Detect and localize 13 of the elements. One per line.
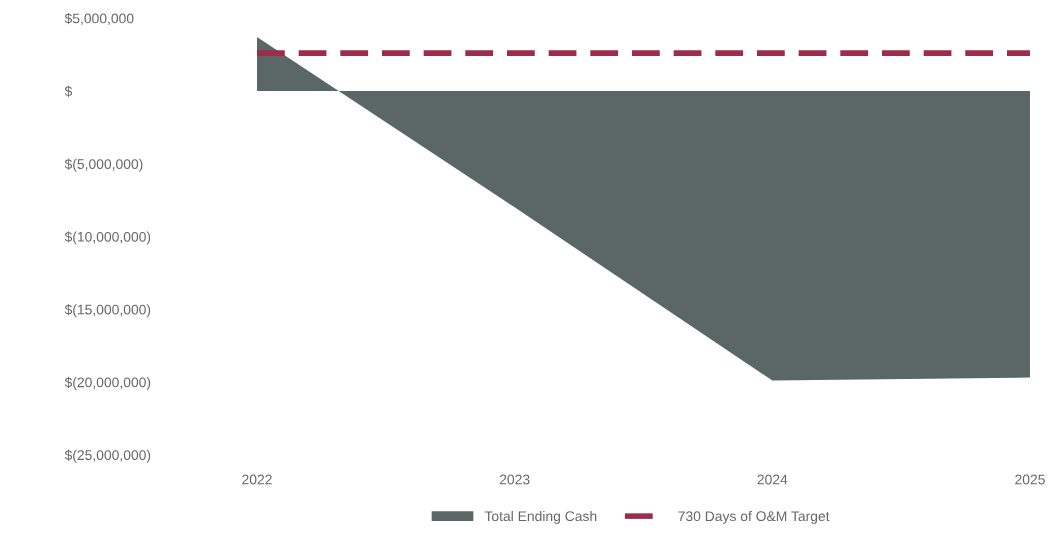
y-tick-label: $5,000,000 <box>64 12 134 25</box>
x-tick-label: 2025 <box>1015 474 1045 485</box>
y-tick-label: $(20,000,000) <box>64 376 151 390</box>
x-tick-label: 2022 <box>242 474 272 485</box>
y-tick-label: $(5,000,000) <box>64 158 143 172</box>
x-tick-label: 2023 <box>499 474 530 485</box>
legend-label: Total Ending Cash <box>484 510 597 524</box>
y-tick-label: $(10,000,000) <box>64 231 151 245</box>
y-tick-label: $ <box>64 85 73 97</box>
y-tick-label: $(25,000,000) <box>64 449 151 463</box>
legend-label: 730 Days of O&M Target <box>678 510 830 524</box>
x-tick-label: 2024 <box>757 474 788 485</box>
y-tick-label: $(15,000,000) <box>64 304 151 318</box>
